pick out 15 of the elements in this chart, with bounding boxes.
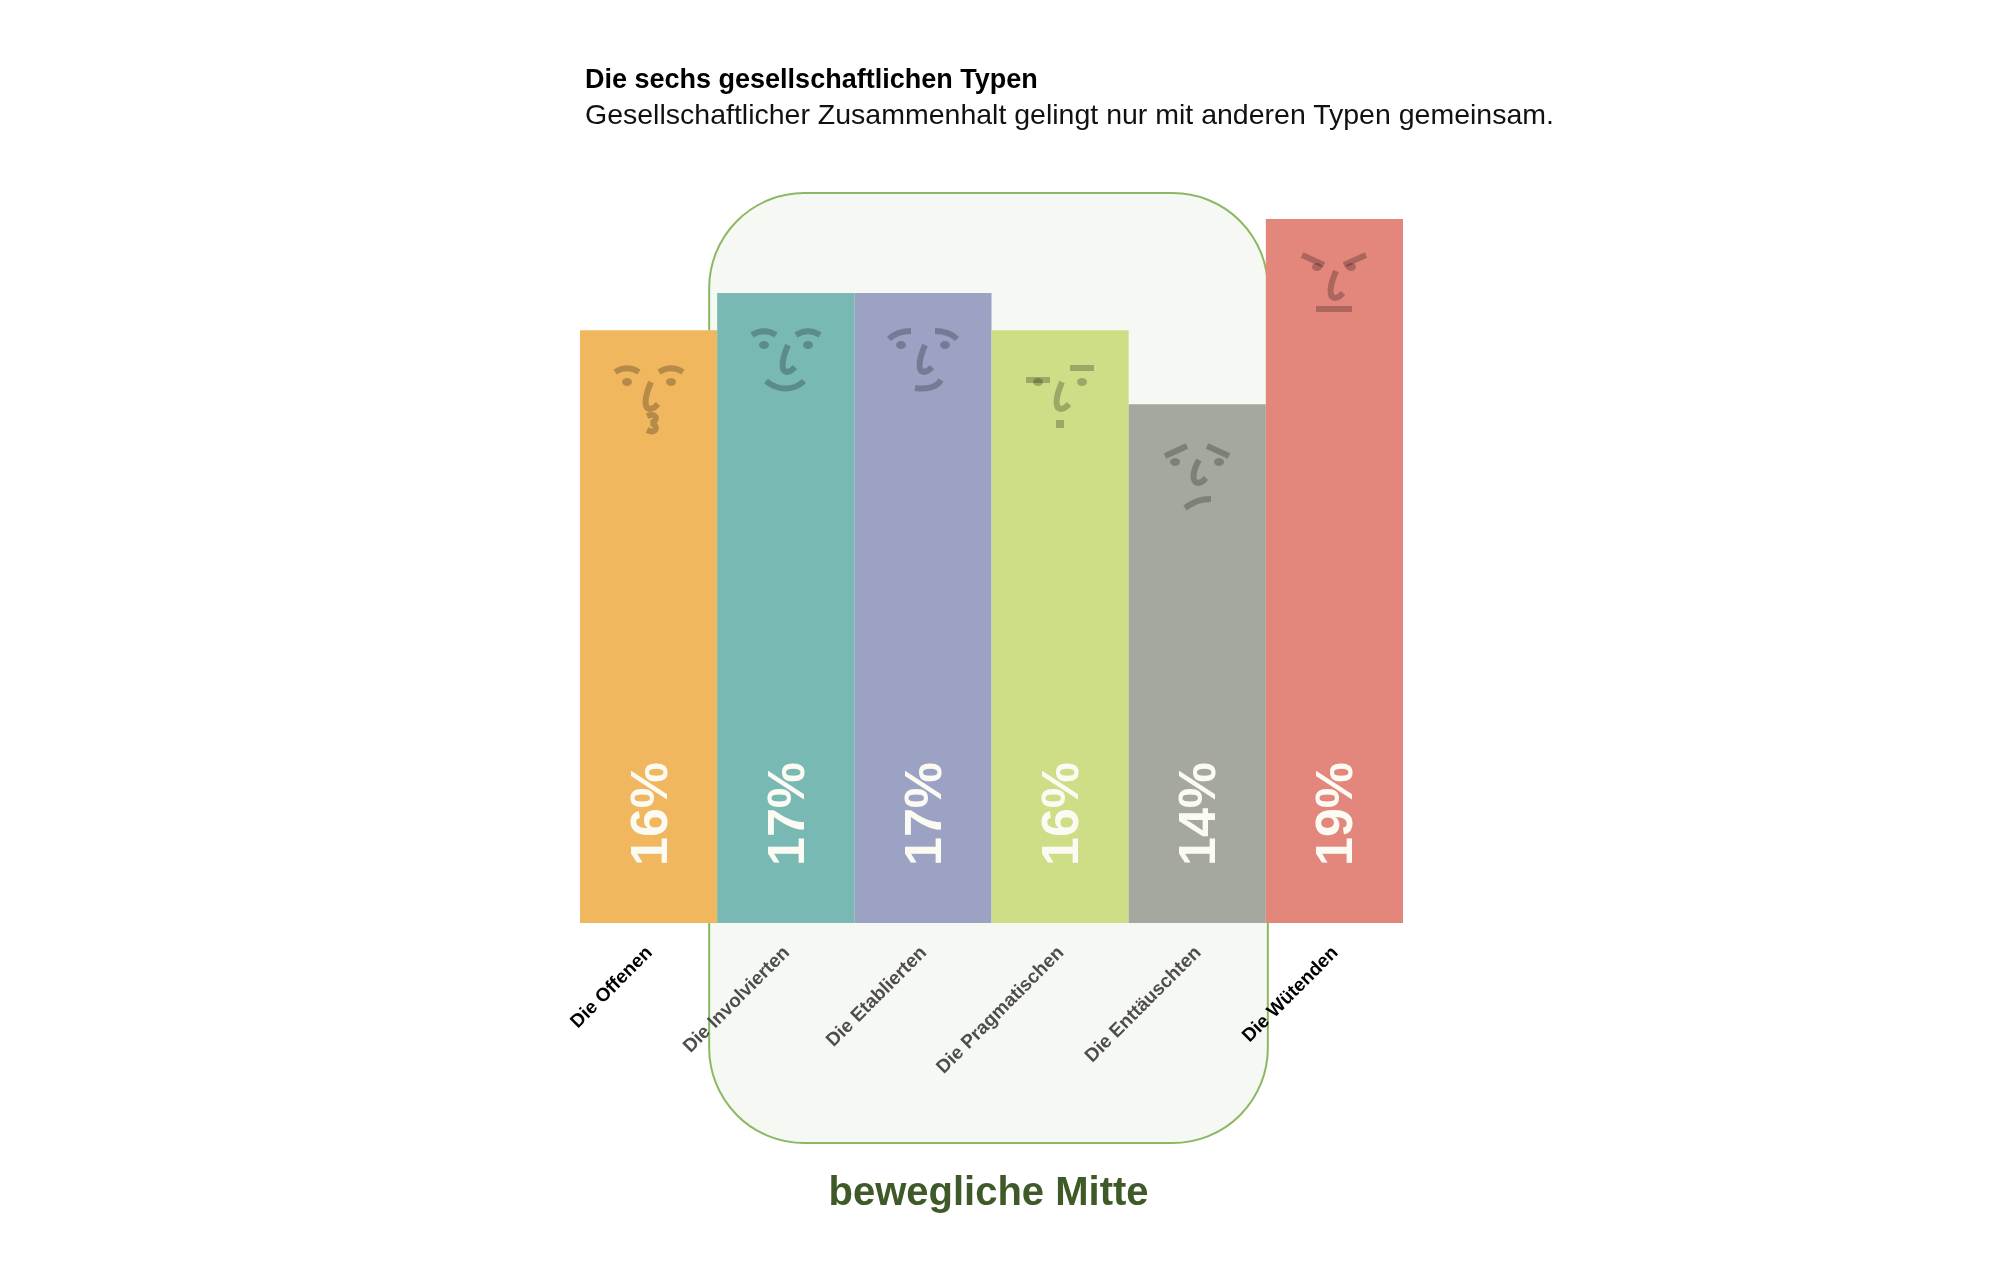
bar bbox=[854, 293, 992, 923]
bar bbox=[1265, 219, 1403, 923]
data-label: 19% bbox=[1305, 761, 1364, 866]
data-label: 17% bbox=[756, 761, 815, 866]
data-label: 17% bbox=[893, 761, 952, 866]
band-label: bewegliche Mitte bbox=[828, 1169, 1149, 1213]
data-label: 14% bbox=[1168, 761, 1227, 866]
chart-title: Die sechs gesellschaftlichen Typen bbox=[585, 63, 1038, 94]
bar bbox=[991, 330, 1129, 923]
bar bbox=[1128, 404, 1266, 923]
bar bbox=[580, 330, 718, 923]
chart-subtitle: Gesellschaftlicher Zusammenhalt gelingt nur mit anderen Typen gemeinsam. bbox=[585, 97, 1554, 130]
data-label: 16% bbox=[1031, 761, 1090, 866]
bar bbox=[717, 293, 855, 923]
data-label: 16% bbox=[619, 761, 678, 866]
